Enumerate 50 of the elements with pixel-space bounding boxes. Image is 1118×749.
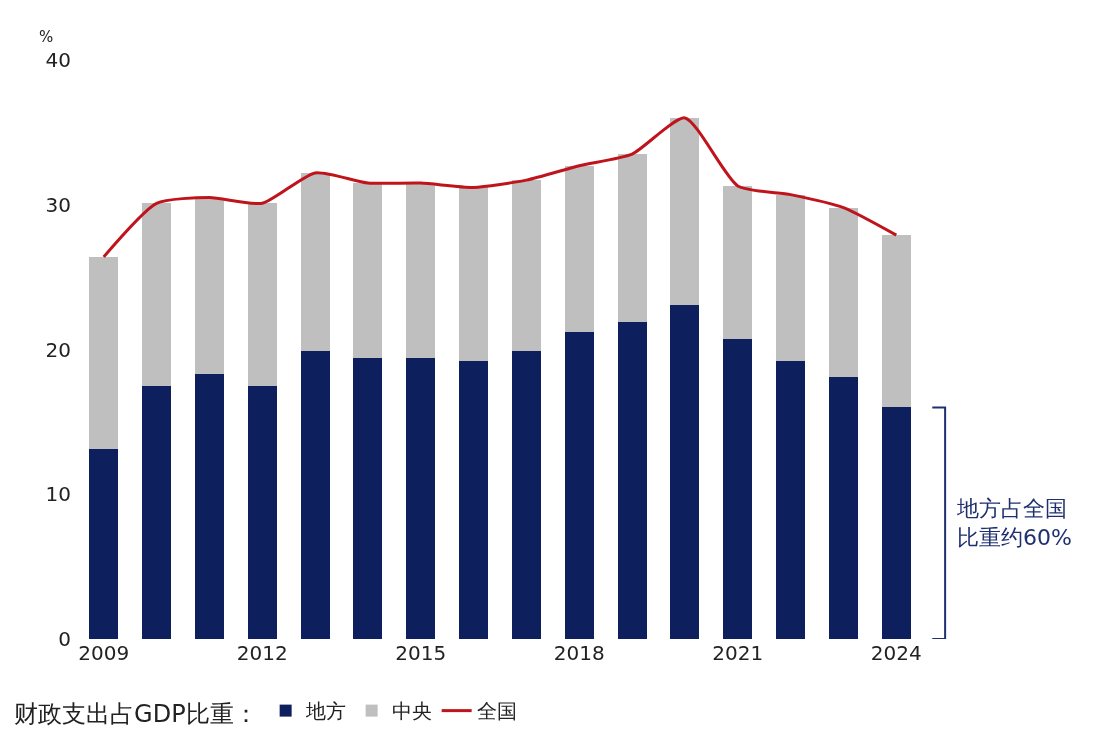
x-tick-label: 2009: [78, 641, 130, 665]
bar: [828, 377, 858, 639]
legend-title: 财政支出占GDP比重：: [14, 700, 258, 729]
legend-label: 地方: [304, 699, 346, 724]
bar: [881, 235, 911, 408]
bar: [617, 322, 647, 639]
bar: [617, 154, 647, 322]
text: 地方占全国比重约60%: [956, 496, 1072, 550]
bar: [459, 361, 489, 639]
bar: [300, 172, 330, 351]
bar: [511, 350, 541, 639]
y-axis-title: %: [39, 28, 54, 46]
bar: [459, 187, 489, 362]
x-tick-label: 2015: [395, 641, 447, 665]
line-series: [102, 116, 898, 259]
bar: [194, 374, 224, 639]
y-tick-label: 0: [58, 627, 71, 651]
bar: [828, 207, 858, 377]
bar: [353, 183, 383, 359]
bar: [723, 339, 753, 639]
bar: [142, 385, 172, 639]
bar: [511, 180, 541, 351]
bar: [776, 361, 806, 639]
legend-label: 中央: [391, 699, 432, 724]
x-tick-label: 2021: [712, 641, 764, 665]
bar: [142, 203, 172, 386]
bar: [670, 117, 700, 305]
bar: [247, 385, 277, 639]
bar: [300, 350, 330, 639]
x-tick-label: 2024: [870, 641, 922, 665]
y-tick-label: 20: [45, 337, 71, 362]
x-tick-label: 2012: [236, 641, 288, 665]
bar: [776, 194, 806, 362]
bar: [406, 358, 436, 639]
bar: [89, 449, 119, 639]
bar: [723, 185, 753, 340]
bar: [564, 165, 594, 333]
x-tick-label: 2018: [553, 641, 605, 665]
bar: [670, 304, 700, 639]
bar: [247, 203, 277, 386]
bar: [406, 183, 436, 359]
bar: [881, 407, 911, 639]
legend-label: 全国: [476, 699, 517, 724]
bar: [89, 256, 119, 450]
y-tick-label: 10: [45, 482, 71, 507]
bar: [353, 358, 383, 639]
y-tick-label: 40: [45, 48, 71, 72]
y-tick-label: 30: [45, 192, 71, 217]
bar: [564, 332, 594, 639]
bar: [194, 197, 224, 375]
